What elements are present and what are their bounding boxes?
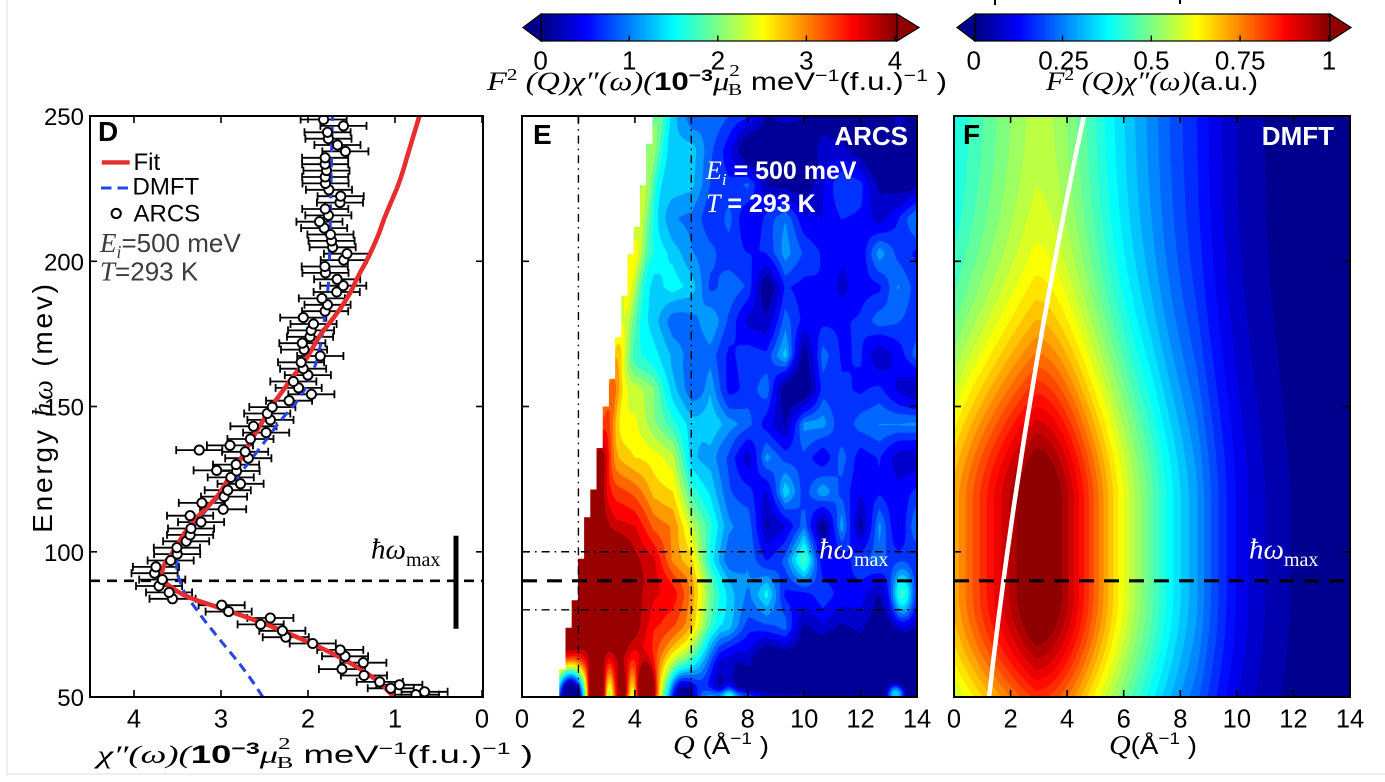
svg-text:2: 2 [711,46,725,76]
svg-text:DMFT: DMFT [1262,121,1334,151]
svg-text:Fit: Fit [134,149,161,176]
svg-text:Q (Å−1 ): Q (Å −1 ) [673,729,769,760]
svg-text:100: 100 [44,540,84,567]
svg-text:3: 3 [799,46,813,76]
svg-text:DMFT: DMFT [133,174,200,201]
svg-text:8: 8 [741,706,755,734]
svg-text:4: 4 [888,46,902,76]
svg-text:Energy ħω (mev): Energy ħω (mev) [27,281,59,533]
svg-text:E: E [533,119,552,150]
svg-text:ħωmax: ħωmax [819,534,888,572]
svg-text:150: 150 [44,395,84,422]
svg-text:1: 1 [1322,46,1336,76]
svg-text:D: D [98,116,118,147]
svg-text:6: 6 [684,706,698,734]
svg-text:ARCS: ARCS [834,121,908,151]
svg-text:0: 0 [947,706,961,734]
svg-text:10: 10 [1223,706,1251,734]
svg-text:200: 200 [44,249,84,276]
svg-text:10: 10 [790,706,818,734]
svg-text:250: 250 [44,104,84,131]
svg-text:2: 2 [301,706,315,734]
svg-text:3: 3 [214,706,228,734]
svg-text:T=293 K: T=293 K [100,257,199,287]
svg-text:4: 4 [1060,706,1074,734]
svg-text:14: 14 [1336,706,1364,734]
svg-text:F2 (Q)χ″(ω)(a.u.): F2 (Q) χ″(ω) (a.u.) [1045,65,1258,96]
svg-text:ħωmax: ħωmax [371,534,440,572]
svg-text:0: 0 [533,46,547,76]
svg-text:0.75: 0.75 [1215,46,1266,76]
svg-text:Ei=500 meV: Ei=500 meV [99,228,241,262]
svg-text:Q(Å−1 ): Q(Å −1 ) [1109,729,1197,760]
svg-text:0: 0 [515,706,529,734]
svg-text:0: 0 [966,46,980,76]
svg-text:Ei = 500 meV: Ei = 500 meV [705,156,857,189]
svg-text:0.5: 0.5 [1133,46,1169,76]
svg-text:4: 4 [628,706,642,734]
svg-text:0: 0 [475,706,489,734]
svg-text:2: 2 [1003,706,1017,734]
svg-text:8: 8 [1173,706,1187,734]
svg-text:2: 2 [571,706,585,734]
svg-text:T = 293 K: T = 293 K [706,189,816,218]
svg-text:F: F [963,119,980,150]
svg-text:ħωmax: ħωmax [1249,534,1318,572]
svg-text:50: 50 [57,685,84,712]
svg-text:12: 12 [846,706,874,734]
svg-text:ARCS: ARCS [134,201,201,228]
svg-text:14: 14 [903,706,931,734]
svg-text:4: 4 [127,706,141,734]
svg-text:1: 1 [388,706,402,734]
svg-text:1: 1 [622,46,636,76]
svg-text:12: 12 [1279,706,1307,734]
svg-text:6: 6 [1117,706,1131,734]
svg-text:0.25: 0.25 [1038,46,1089,76]
